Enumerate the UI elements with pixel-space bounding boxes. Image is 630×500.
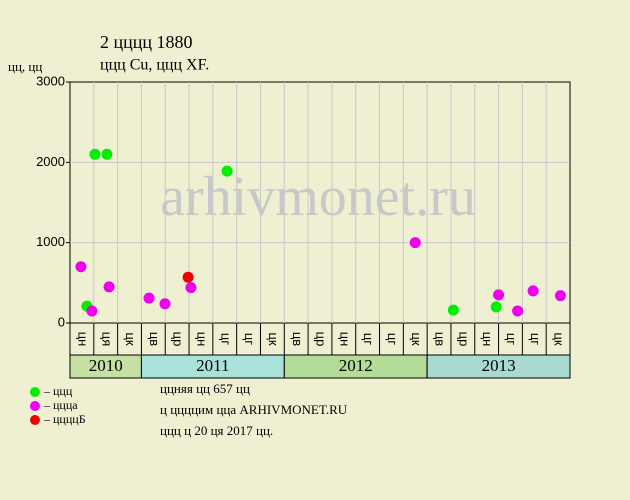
- legend-marker: [30, 387, 40, 397]
- year-label: 2011: [196, 356, 229, 375]
- x-tick-label: цн: [195, 332, 210, 347]
- legend-label: – ццц: [43, 384, 73, 398]
- x-tick-label: цг: [242, 333, 257, 345]
- y-tick-label: 1000: [36, 234, 65, 249]
- data-point: [527, 285, 539, 297]
- data-point: [490, 301, 502, 313]
- x-tick-label: ця: [99, 332, 114, 347]
- x-tick-label: цр: [314, 332, 329, 347]
- y-axis-label: цц, цц: [8, 59, 42, 74]
- y-tick-label: 3000: [36, 73, 65, 88]
- data-point: [182, 271, 194, 283]
- x-tick-label: цв: [433, 332, 448, 346]
- data-point: [447, 304, 459, 316]
- year-label: 2013: [482, 356, 516, 375]
- data-point: [159, 298, 171, 310]
- plot-area: [69, 81, 571, 324]
- x-tick-label: цк: [266, 332, 281, 345]
- x-tick-label: цр: [171, 332, 186, 347]
- data-point: [143, 292, 155, 304]
- y-tick-label: 2000: [36, 154, 65, 169]
- year-label: 2012: [339, 356, 373, 375]
- x-tick-label: цг: [504, 333, 519, 345]
- x-tick-label: цк: [409, 332, 424, 345]
- chart-title: 2 цццц 1880: [100, 32, 193, 52]
- x-tick-label: цн: [75, 332, 90, 347]
- x-tick-label: цк: [552, 332, 567, 345]
- x-tick-label: цв: [290, 332, 305, 346]
- x-tick-label: цг: [218, 333, 233, 345]
- legend-marker: [30, 401, 40, 411]
- chart-subtitle: ццц Cu, ццц XF.: [100, 57, 209, 74]
- data-point: [493, 289, 505, 301]
- x-tick-label: цг: [528, 333, 543, 345]
- data-point: [185, 282, 197, 294]
- data-point: [89, 148, 101, 160]
- legend-marker: [30, 415, 40, 425]
- note: ц ццццим цца ARHIVMONET.RU: [160, 402, 348, 417]
- x-tick-label: цг: [385, 333, 400, 345]
- x-tick-label: цг: [361, 333, 376, 345]
- data-point: [75, 261, 87, 273]
- data-point: [554, 290, 566, 302]
- legend-label: – ццццБ: [43, 412, 86, 426]
- year-label: 2010: [89, 356, 123, 375]
- data-point: [221, 165, 233, 177]
- data-point: [103, 281, 115, 293]
- data-point: [409, 237, 421, 249]
- x-tick-label: цв: [147, 332, 162, 346]
- watermark: arhivmonet.ru: [160, 166, 476, 228]
- x-tick-label: цн: [480, 332, 495, 347]
- x-tick-label: цк: [123, 332, 138, 345]
- data-point: [86, 305, 98, 317]
- y-tick-label: 0: [58, 314, 65, 329]
- data-point: [101, 148, 113, 160]
- note: ццц ц 20 ця 2017 цц.: [160, 423, 273, 438]
- x-tick-label: цн: [337, 332, 352, 347]
- note: ццняя цц 657 цц: [160, 381, 250, 396]
- x-tick-label: цр: [456, 332, 471, 347]
- legend-label: – цццa: [43, 398, 78, 412]
- data-point: [512, 305, 524, 317]
